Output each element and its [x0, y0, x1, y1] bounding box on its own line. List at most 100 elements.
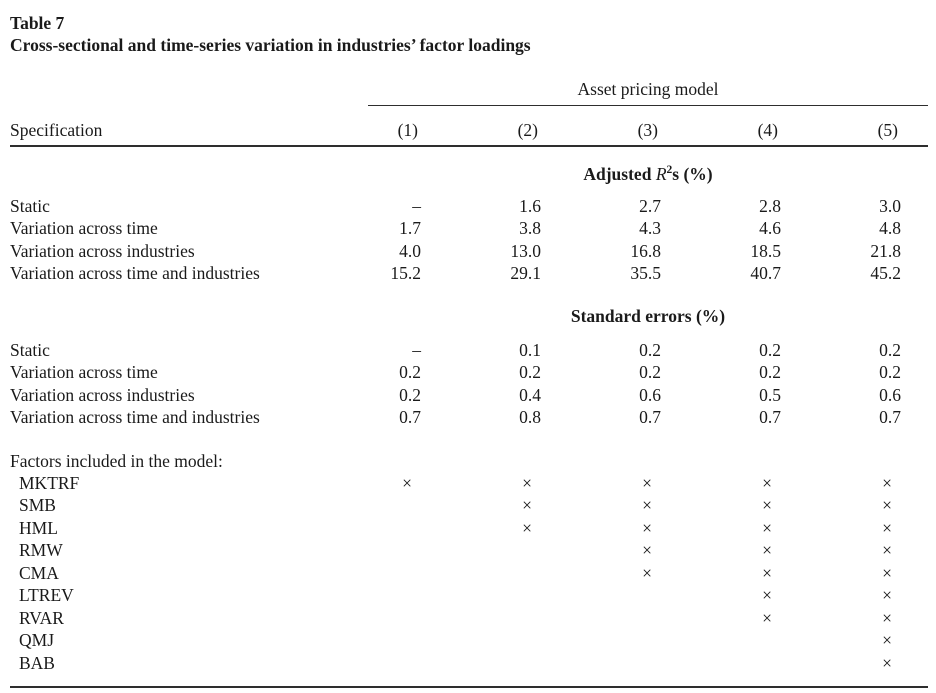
factor-mark: ×: [882, 495, 893, 516]
factor-mark: [448, 652, 568, 688]
table-row: Static – 1.6 2.7 2.8 3.0: [10, 195, 928, 218]
cell-value: 0.2: [759, 339, 781, 360]
factor-label: MKTRF: [19, 472, 80, 493]
factor-mark: ×: [882, 607, 893, 628]
cell-value: 0.7: [399, 407, 421, 428]
factor-row: QMJ ×: [10, 629, 928, 652]
factor-label: RVAR: [19, 607, 64, 628]
group-header-cell: Asset pricing model: [328, 56, 929, 106]
column-header-3: (3): [568, 106, 688, 147]
factor-mark: [568, 607, 688, 630]
section-heading-row-standard-errors: Standard errors (%): [10, 285, 928, 339]
factor-row: RVAR × ×: [10, 607, 928, 630]
column-header-1: (1): [328, 106, 448, 147]
row-header: Specification: [10, 106, 328, 147]
cell-value: 0.2: [879, 362, 902, 383]
factor-mark: [448, 562, 568, 585]
table-row: Variation across industries 4.0 13.0 16.8 18…: [10, 240, 928, 263]
cell-value: 0.6: [879, 384, 902, 405]
factor-mark: [328, 494, 448, 517]
cell-value: 29.1: [510, 263, 541, 284]
factor-mark: ×: [642, 472, 652, 493]
factor-mark: ×: [522, 472, 532, 493]
factor-row: LTREV × ×: [10, 584, 928, 607]
row-label: Variation across time: [10, 218, 158, 239]
factor-mark: ×: [522, 517, 532, 538]
row-label: Static: [10, 195, 50, 216]
factor-row: SMB × × × ×: [10, 494, 928, 517]
factor-mark: ×: [642, 540, 652, 561]
factor-mark: [568, 629, 688, 652]
section-heading-spacer: [10, 146, 328, 195]
factor-label: BAB: [19, 652, 55, 673]
factor-loadings-table: Asset pricing model Specification (1) (2)…: [10, 56, 929, 689]
factor-mark: ×: [642, 517, 652, 538]
factors-heading-row: Factors included in the model:: [10, 429, 928, 472]
cell-value: 0.8: [519, 407, 541, 428]
group-header-row: Asset pricing model: [10, 56, 929, 106]
factor-mark: ×: [642, 495, 652, 516]
column-header-2: (2): [448, 106, 568, 147]
factor-mark: ×: [882, 517, 893, 538]
factor-mark: ×: [762, 607, 772, 628]
table-row: Variation across time and industries 0.7 0…: [10, 406, 928, 429]
cell-value: 21.8: [870, 240, 902, 261]
row-label: Variation across industries: [10, 240, 195, 261]
factor-mark: [448, 607, 568, 630]
factor-mark: ×: [882, 540, 893, 561]
factor-mark: ×: [882, 472, 893, 493]
column-group-header: Asset pricing model: [368, 56, 929, 106]
cell-value: 45.2: [870, 263, 902, 284]
factor-mark: [568, 584, 688, 607]
table-row: Variation across time and industries 15.2…: [10, 262, 928, 285]
factor-mark: [328, 539, 448, 562]
cell-value: 2.7: [639, 195, 661, 216]
table-row: Variation across time 1.7 3.8 4.3 4.6 4.8: [10, 217, 928, 240]
factor-mark: [328, 652, 448, 688]
factor-mark: [328, 584, 448, 607]
factor-row: MKTRF × × × × ×: [10, 472, 928, 495]
factor-row: HML × × × ×: [10, 517, 928, 540]
factor-mark: ×: [882, 630, 893, 651]
cell-value: 0.7: [639, 407, 661, 428]
cell-value: 15.2: [390, 263, 421, 284]
table-row: Variation across time 0.2 0.2 0.2 0.2 0.2: [10, 361, 928, 384]
cell-value: 0.7: [759, 407, 781, 428]
cell-value: –: [412, 339, 421, 360]
table-row: Static – 0.1 0.2 0.2 0.2: [10, 339, 928, 362]
factor-label: QMJ: [19, 630, 55, 651]
section-heading-standard-errors: Standard errors (%): [328, 285, 928, 339]
row-label: Variation across time and industries: [10, 407, 260, 428]
cell-value: 16.8: [630, 240, 661, 261]
cell-value: 0.2: [399, 362, 421, 383]
cell-value: 4.8: [879, 218, 902, 239]
factor-row: BAB ×: [10, 652, 928, 688]
factor-mark: ×: [882, 585, 893, 606]
table-row: Variation across industries 0.2 0.4 0.6 0.5 0…: [10, 384, 928, 407]
section-heading-suffix: s (%): [672, 163, 713, 184]
group-header-spacer: [10, 56, 328, 106]
column-header-4: (4): [688, 106, 808, 147]
cell-value: 0.2: [519, 362, 541, 383]
factor-mark: ×: [882, 652, 893, 673]
factor-mark: [328, 562, 448, 585]
cell-value: 0.1: [519, 339, 541, 360]
factor-label: SMB: [19, 495, 56, 516]
cell-value: 0.2: [399, 384, 421, 405]
factor-mark: [688, 629, 808, 652]
factor-mark: ×: [762, 495, 772, 516]
factor-label: CMA: [19, 562, 59, 583]
section-heading-text: Standard errors (%): [570, 305, 726, 326]
cell-value: 35.5: [630, 263, 661, 284]
factor-row: RMW × × ×: [10, 539, 928, 562]
factor-mark: [448, 629, 568, 652]
cell-value: 40.7: [750, 263, 781, 284]
cell-value: 0.7: [879, 407, 902, 428]
cell-value: 3.8: [519, 218, 541, 239]
column-header-5: (5): [808, 106, 929, 147]
table-title: Cross-sectional and time-series variatio…: [10, 35, 531, 55]
factor-mark: ×: [762, 540, 772, 561]
cell-value: 13.0: [510, 240, 541, 261]
row-label: Static: [10, 339, 50, 360]
